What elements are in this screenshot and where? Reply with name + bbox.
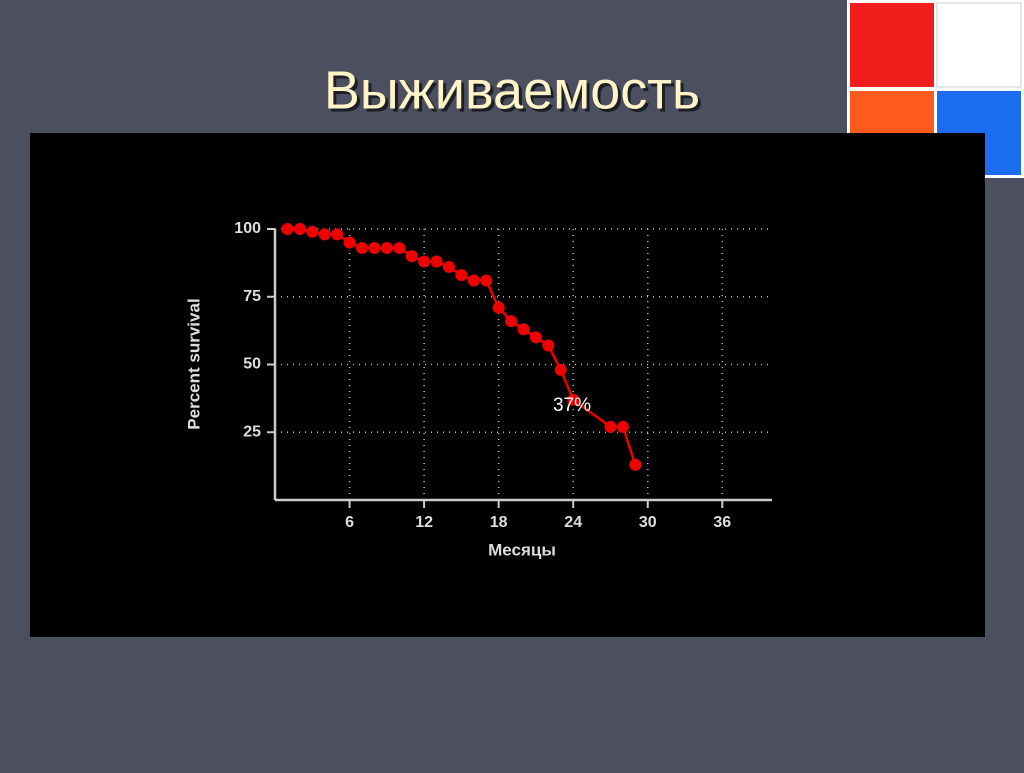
title-shadow: Выживаемость [327, 63, 703, 123]
y-axis-label: Percent survival [184, 298, 203, 429]
image-tile [850, 3, 934, 87]
data-point [616, 420, 629, 433]
data-point [517, 323, 530, 336]
chart-panel [30, 133, 985, 637]
data-point [418, 255, 431, 268]
data-point [629, 458, 642, 471]
data-point [567, 393, 580, 406]
data-point [529, 331, 542, 344]
y-tick-label: 50 [243, 356, 261, 373]
data-point [331, 228, 344, 241]
annotation: 37% [553, 395, 591, 416]
data-point [380, 241, 393, 254]
data-point [318, 228, 331, 241]
image-tile [936, 2, 1022, 88]
x-tick-label: 12 [415, 514, 433, 531]
x-tick-label: 18 [490, 514, 508, 531]
data-point [281, 223, 294, 235]
plot: 25 50 75 100 6 12 18 24 30 36 [234, 220, 772, 531]
data-point [430, 255, 443, 268]
data-point [604, 420, 617, 433]
data-point [405, 250, 418, 263]
data-point [542, 339, 555, 352]
data-point [492, 301, 505, 314]
x-tick-label: 30 [639, 514, 657, 531]
data-point [293, 223, 306, 235]
data-point [554, 363, 567, 376]
x-tick-label: 24 [564, 514, 582, 531]
chart-title: Выживаемость [324, 60, 700, 120]
x-axis-label: Месяцы [488, 540, 556, 559]
x-tick-label: 36 [713, 514, 731, 531]
data-point [343, 236, 356, 249]
data-point [442, 260, 455, 273]
data-point [467, 274, 480, 287]
data-point [368, 241, 381, 254]
data-point [480, 274, 493, 287]
y-tick-label: 100 [234, 220, 261, 237]
data-point [355, 241, 368, 254]
x-tick-label: 6 [345, 514, 354, 531]
y-tick-label: 25 [243, 423, 261, 440]
data-point [455, 269, 468, 282]
data-point [505, 315, 518, 328]
data-point [306, 225, 319, 238]
y-tick-label: 75 [243, 288, 261, 305]
data-point [393, 241, 406, 254]
